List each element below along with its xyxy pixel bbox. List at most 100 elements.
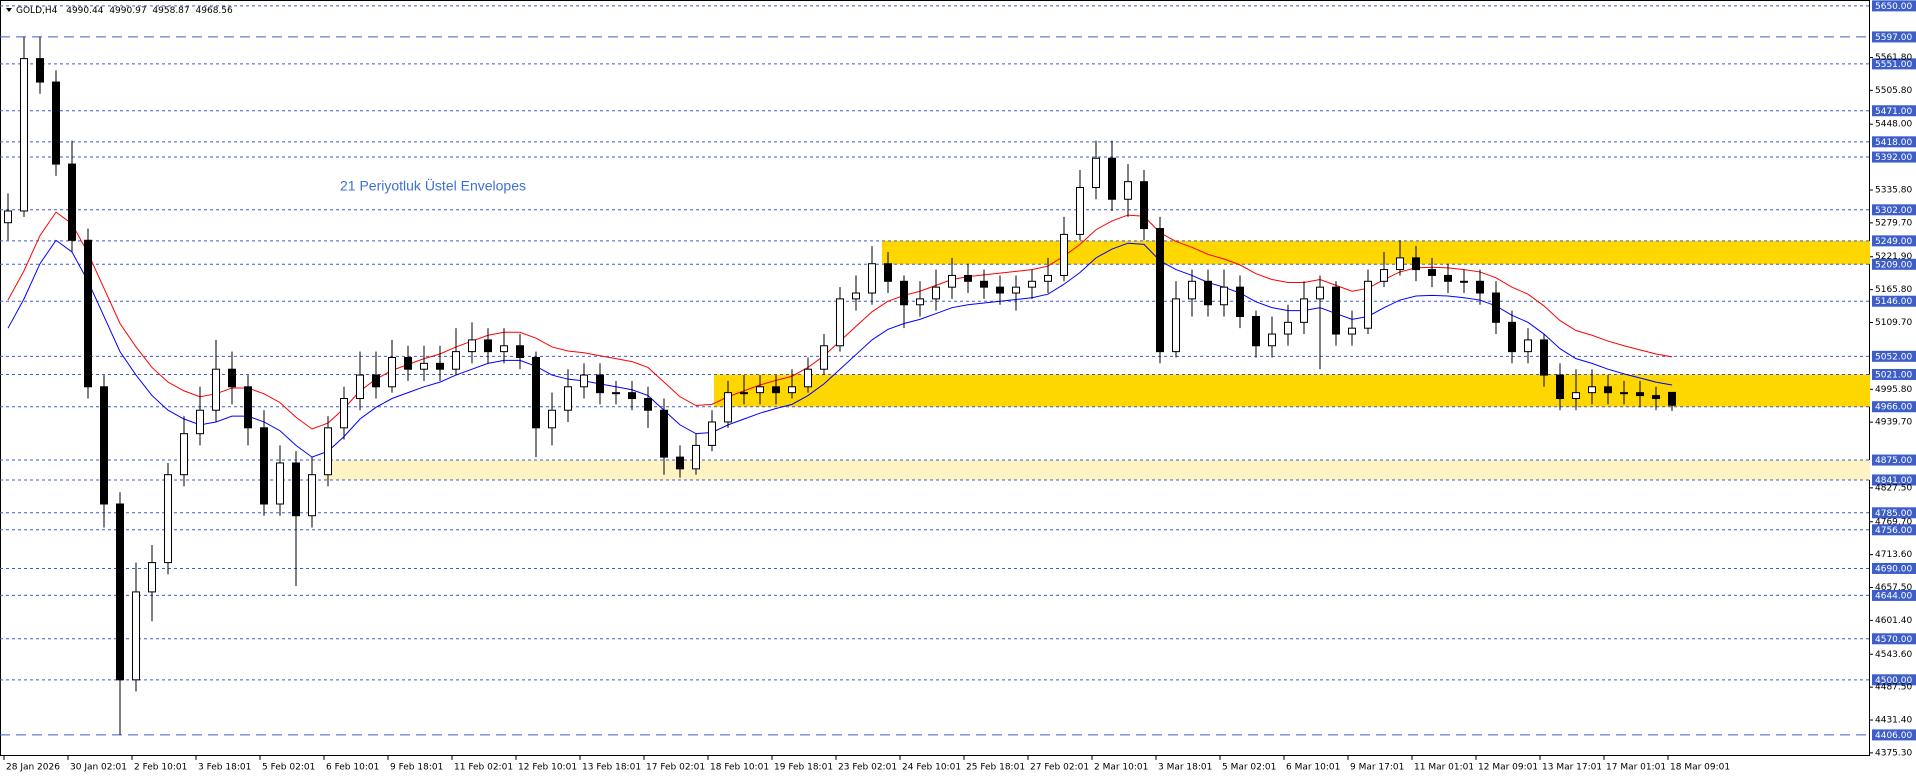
candle-body (548, 409, 556, 429)
candle-body (340, 398, 348, 429)
level-label-box (1872, 58, 1916, 70)
y-tick-label: 5505.80 (1875, 86, 1912, 96)
candle-body (1252, 315, 1260, 347)
candle-body (820, 345, 828, 370)
level-label-box (1872, 524, 1916, 536)
candle-body (1060, 233, 1068, 276)
x-tick-label: 12 Mar 09:01 (1478, 763, 1538, 773)
candle-body (1444, 274, 1452, 282)
last-open: 4990.44 (66, 6, 103, 16)
level-label: 5302.00 (1875, 206, 1912, 216)
candle-body (1092, 157, 1100, 189)
y-tick-label: 5221.90 (1875, 252, 1912, 262)
x-tick-label: 5 Mar 02:01 (1222, 763, 1276, 773)
last-high: 4990.97 (109, 6, 146, 16)
candle-body (900, 280, 908, 306)
candle-body (4, 210, 12, 224)
candle-body (596, 374, 604, 394)
x-tick-label: 28 Jan 2026 (6, 763, 60, 773)
level-label: 4690.00 (1875, 564, 1912, 574)
zone (324, 460, 1870, 480)
candle-body (660, 409, 668, 458)
candle-body (36, 58, 44, 83)
candle-body (580, 374, 588, 388)
x-tick-label: 19 Feb 18:01 (774, 763, 833, 773)
candle-body (788, 386, 796, 394)
candle-body (388, 356, 396, 388)
candle-body (884, 263, 892, 282)
candle-body (1604, 386, 1612, 394)
candle-body (1396, 257, 1404, 271)
candle-body (68, 163, 76, 241)
candle-body (244, 386, 252, 429)
candle-body (308, 474, 316, 517)
candle-body (1476, 280, 1484, 294)
candle-body (564, 386, 572, 411)
header: GOLD,H4 4990.44 4990.97 4958.87 4968.56 (16, 6, 233, 16)
level-label-box (1872, 474, 1916, 486)
x-tick-label: 18 Mar 09:01 (1670, 763, 1730, 773)
candle-body (1540, 339, 1548, 376)
candle-body (932, 286, 940, 300)
level-label: 5392.00 (1875, 153, 1912, 163)
candle-body (1524, 339, 1532, 353)
candle-body (612, 392, 620, 395)
level-label-box (1872, 350, 1916, 362)
candle-body (1044, 274, 1052, 282)
level-label-box (1872, 633, 1916, 645)
annotation: 21 Periyotluk Üstel Envelopes (340, 177, 526, 194)
candle-body (996, 286, 1004, 294)
candle-body (1620, 392, 1628, 395)
level-label-box (1872, 105, 1916, 117)
x-tick-label: 27 Feb 02:01 (1030, 763, 1089, 773)
level-label-box (1872, 235, 1916, 247)
level-label: 4406.00 (1875, 731, 1912, 741)
zones (324, 240, 1870, 480)
x-tick-label: 3 Feb 18:01 (198, 763, 251, 773)
envelope-line (7, 239, 1673, 458)
level-label-box (1872, 151, 1916, 163)
x-tick-label: 30 Jan 02:01 (70, 763, 127, 773)
x-tick-label: 13 Feb 18:01 (582, 763, 641, 773)
candle-body (1316, 286, 1324, 300)
candle-body (804, 368, 812, 388)
level-label: 4875.00 (1875, 456, 1912, 466)
candle-body (1076, 187, 1084, 235)
y-tick-label: 5279.70 (1875, 218, 1912, 228)
level-label: 5650.00 (1875, 2, 1912, 12)
level-label: 4570.00 (1875, 635, 1912, 645)
x-tick-label: 9 Feb 18:01 (390, 763, 443, 773)
y-tick-label: 4769.70 (1875, 517, 1912, 527)
candle-body (84, 239, 92, 388)
level-label: 5021.00 (1875, 370, 1912, 380)
candle-body (148, 562, 156, 593)
y-tick-label: 5165.80 (1875, 285, 1912, 295)
y-tick-label: 4827.50 (1875, 483, 1912, 493)
x-tick-label: 25 Feb 18:01 (966, 763, 1025, 773)
candle-body (500, 345, 508, 353)
last-close: 4968.56 (196, 6, 233, 16)
levels (0, 5, 1870, 736)
x-tick-label: 2 Feb 10:01 (134, 763, 187, 773)
candle-body (1220, 286, 1228, 306)
level-label: 4500.00 (1875, 676, 1912, 686)
candle-body (692, 444, 700, 470)
candle-body (1364, 280, 1372, 329)
y-tick-label: 5561.80 (1875, 53, 1912, 63)
last-low: 4958.87 (152, 6, 189, 16)
y-tick-label: 4375.30 (1875, 748, 1912, 758)
candle-body (1124, 181, 1132, 200)
candle-body (1508, 321, 1516, 353)
candle-body (916, 298, 924, 306)
level-label: 4644.00 (1875, 591, 1912, 601)
candle-body (644, 398, 652, 411)
level-label-box (1872, 136, 1916, 148)
level-label-box (1872, 295, 1916, 307)
candle-body (1380, 269, 1388, 282)
candle-body (772, 386, 780, 394)
x-tick-label: 6 Mar 10:01 (1286, 763, 1340, 773)
y-tick-label: 4995.80 (1875, 385, 1912, 395)
level-label-box (1872, 368, 1916, 380)
level-label: 5249.00 (1875, 237, 1912, 247)
level-label-box (1872, 589, 1916, 601)
